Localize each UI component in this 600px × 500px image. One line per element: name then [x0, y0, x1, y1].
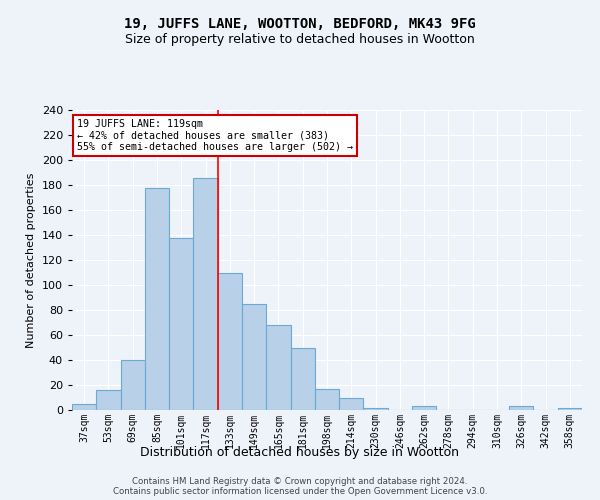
Bar [290, 348, 315, 410]
Text: Distribution of detached houses by size in Wootton: Distribution of detached houses by size … [140, 446, 460, 459]
Bar [72, 404, 96, 410]
Text: Contains HM Land Registry data © Crown copyright and database right 2024.: Contains HM Land Registry data © Crown c… [132, 476, 468, 486]
Bar [558, 408, 582, 410]
Bar [193, 178, 218, 410]
Bar [145, 188, 169, 410]
Bar [364, 408, 388, 410]
Bar [218, 272, 242, 410]
Bar [121, 360, 145, 410]
Bar [266, 325, 290, 410]
Bar [339, 398, 364, 410]
Bar [242, 304, 266, 410]
Bar [315, 389, 339, 410]
Text: Contains public sector information licensed under the Open Government Licence v3: Contains public sector information licen… [113, 486, 487, 496]
Y-axis label: Number of detached properties: Number of detached properties [26, 172, 36, 348]
Bar [169, 238, 193, 410]
Text: 19, JUFFS LANE, WOOTTON, BEDFORD, MK43 9FG: 19, JUFFS LANE, WOOTTON, BEDFORD, MK43 9… [124, 18, 476, 32]
Text: 19 JUFFS LANE: 119sqm
← 42% of detached houses are smaller (383)
55% of semi-det: 19 JUFFS LANE: 119sqm ← 42% of detached … [77, 119, 353, 152]
Bar [509, 406, 533, 410]
Text: Size of property relative to detached houses in Wootton: Size of property relative to detached ho… [125, 32, 475, 46]
Bar [96, 390, 121, 410]
Bar [412, 406, 436, 410]
